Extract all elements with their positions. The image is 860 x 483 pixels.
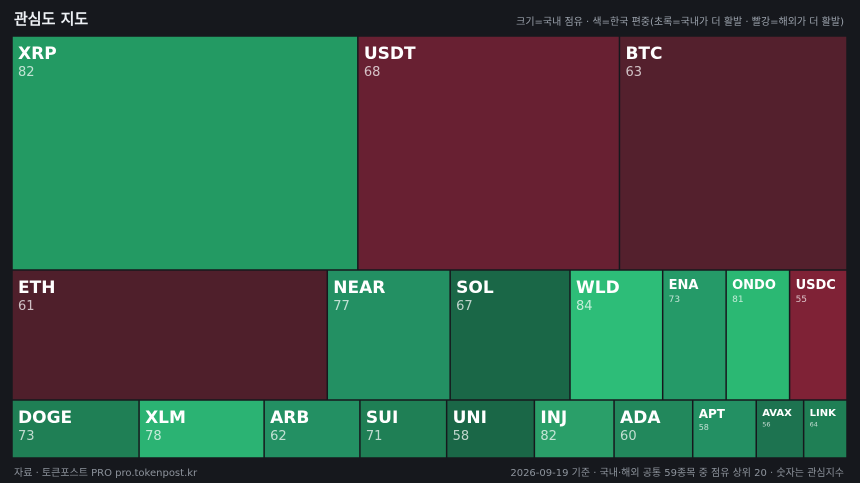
legend-note: 크기=국내 점유 · 색=한국 편중(초록=국내가 더 활발 · 빨강=해외가 … — [516, 17, 844, 28]
treemap-rect-wld[interactable] — [570, 270, 662, 400]
treemap-rect-eth[interactable] — [12, 270, 327, 400]
treemap-value-apt: 58 — [699, 423, 709, 432]
treemap-label-usdc: USDC — [796, 278, 836, 293]
treemap-rect-ada[interactable] — [614, 400, 692, 458]
treemap-value-doge: 73 — [18, 429, 35, 444]
treemap-label-wld: WLD — [576, 278, 620, 298]
treemap-value-inj: 82 — [540, 429, 557, 444]
treemap-value-ena: 73 — [669, 295, 680, 305]
treemap-label-eth: ETH — [18, 278, 55, 298]
footer-source: 자료 · 토큰포스트 PRO pro.tokenpost.kr — [14, 468, 198, 479]
treemap-rect-usdc[interactable] — [790, 270, 847, 400]
treemap-label-sui: SUI — [366, 408, 398, 428]
treemap-label-link: LINK — [810, 408, 837, 419]
treemap-label-sol: SOL — [456, 278, 494, 298]
treemap-label-ena: ENA — [669, 278, 699, 293]
treemap-value-arb: 62 — [270, 429, 287, 444]
treemap-rect-arb[interactable] — [264, 400, 360, 458]
treemap-label-doge: DOGE — [18, 408, 72, 428]
treemap-label-usdt: USDT — [364, 44, 416, 64]
treemap-value-xrp: 82 — [18, 65, 35, 80]
treemap-value-wld: 84 — [576, 299, 593, 314]
treemap-rect-near[interactable] — [328, 270, 450, 400]
treemap-label-near: NEAR — [333, 278, 385, 298]
treemap-cell-avax[interactable]: AVAX 56 — [756, 400, 803, 458]
treemap-label-xlm: XLM — [145, 408, 186, 428]
treemap-label-apt: APT — [699, 407, 726, 421]
treemap-value-sol: 67 — [456, 299, 473, 314]
treemap-rect-usdt[interactable] — [358, 36, 619, 270]
treemap-cell-ondo[interactable]: ONDO 81 — [726, 270, 789, 400]
treemap-value-link: 64 — [810, 421, 818, 429]
treemap-rect-avax[interactable] — [756, 400, 803, 458]
treemap-label-uni: UNI — [453, 408, 487, 428]
treemap-value-near: 77 — [333, 299, 350, 314]
treemap-value-uni: 58 — [453, 429, 470, 444]
treemap-value-sui: 71 — [366, 429, 383, 444]
treemap-value-xlm: 78 — [145, 429, 162, 444]
treemap-value-eth: 61 — [18, 299, 35, 314]
treemap-value-usdt: 68 — [364, 65, 381, 80]
treemap-cell-link[interactable]: LINK 64 — [804, 400, 847, 458]
treemap-value-avax: 56 — [762, 421, 770, 429]
treemap-rect-inj[interactable] — [535, 400, 614, 458]
treemap-rect-xrp[interactable] — [12, 36, 358, 270]
treemap-value-usdc: 55 — [796, 295, 807, 305]
treemap-cell-ena[interactable]: ENA 73 — [663, 270, 726, 400]
treemap-rect-uni[interactable] — [447, 400, 534, 458]
treemap-label-inj: INJ — [540, 408, 567, 428]
treemap-rect-doge[interactable] — [12, 400, 139, 458]
treemap-value-ada: 60 — [620, 429, 637, 444]
page-title: 관심도 지도 — [14, 10, 89, 28]
treemap-rect-ena[interactable] — [663, 270, 726, 400]
treemap-rect-xlm[interactable] — [139, 400, 264, 458]
treemap-value-btc: 63 — [625, 65, 642, 80]
treemap-rect-sol[interactable] — [450, 270, 570, 400]
treemap-cell-apt[interactable]: APT 58 — [693, 400, 756, 458]
treemap-rect-link[interactable] — [804, 400, 847, 458]
treemap-label-arb: ARB — [270, 408, 309, 428]
treemap-rect-sui[interactable] — [360, 400, 446, 458]
treemap-value-ondo: 81 — [732, 295, 743, 305]
treemap-label-avax: AVAX — [762, 408, 792, 419]
treemap-cell-usdc[interactable]: USDC 55 — [790, 270, 847, 400]
footer-note: 2026-09-19 기준 · 국내·해외 공통 59종목 중 점유 상위 20… — [510, 468, 844, 479]
treemap-label-ada: ADA — [620, 408, 661, 428]
treemap-label-ondo: ONDO — [732, 278, 776, 293]
treemap-rect-btc[interactable] — [620, 36, 847, 270]
treemap-rect-ondo[interactable] — [726, 270, 789, 400]
treemap-rect-apt[interactable] — [693, 400, 756, 458]
treemap-label-btc: BTC — [625, 44, 662, 64]
treemap-label-xrp: XRP — [18, 44, 57, 64]
